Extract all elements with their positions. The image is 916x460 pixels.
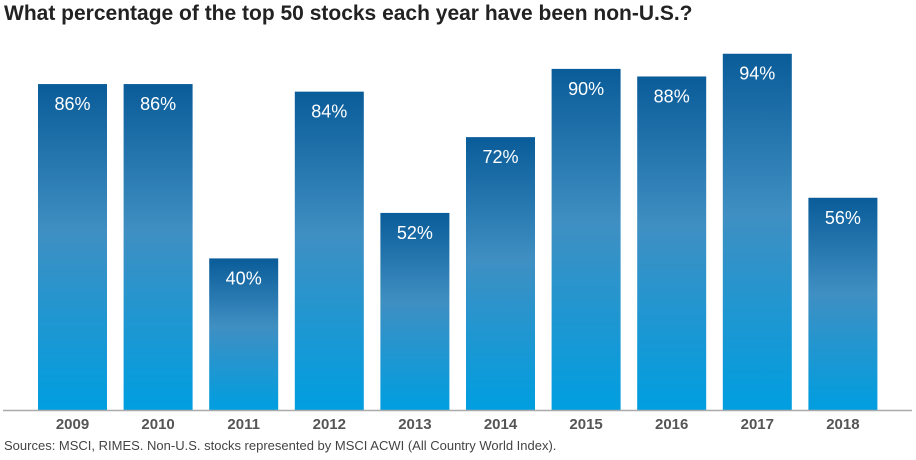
data-label: 90% [568,79,604,99]
data-label: 94% [739,64,775,84]
x-tick-label: 2018 [826,416,859,433]
x-tick-label: 2009 [56,416,89,433]
x-tick-label: 2010 [141,416,174,433]
bar-2010 [123,84,193,410]
bar-2011 [209,258,279,410]
x-tick-label: 2017 [741,416,774,433]
x-tick-label: 2016 [655,416,688,433]
data-label: 56% [825,208,861,228]
data-label: 86% [54,94,90,114]
data-label: 86% [140,94,176,114]
data-label: 88% [654,86,690,106]
x-tick-label: 2014 [484,416,518,433]
x-tick-label: 2013 [398,416,431,433]
chart-title: What percentage of the top 50 stocks eac… [4,2,693,25]
data-label: 84% [311,102,347,122]
bar-2018 [808,197,878,410]
data-label: 40% [226,268,262,288]
bar-2009 [38,84,107,410]
bar-2012 [294,91,364,410]
bar-2016 [637,76,707,410]
bar-2013 [380,212,450,410]
x-tick-label: 2012 [313,416,346,433]
data-label: 72% [482,147,518,167]
x-tick-label: 2015 [569,416,602,433]
bar-2014 [466,137,535,410]
source-note: Sources: MSCI, RIMES. Non-U.S. stocks re… [4,438,557,453]
data-label: 52% [397,223,433,243]
x-tick-label: 2011 [227,416,260,433]
bar-2015 [551,68,621,411]
bar-2017 [722,53,792,411]
